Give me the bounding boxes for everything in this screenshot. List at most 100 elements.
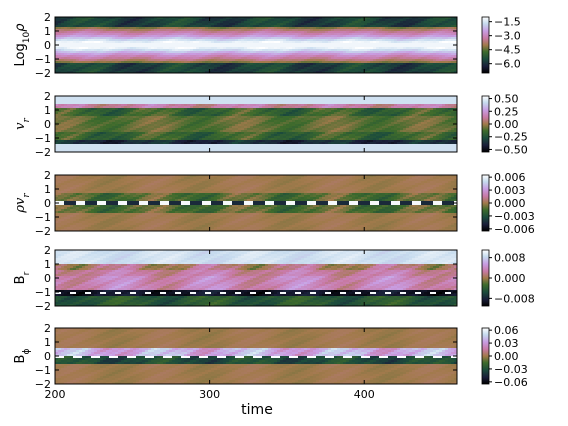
heatmap-cell xyxy=(88,23,92,26)
heatmap-cell xyxy=(199,47,203,50)
heatmap-cell xyxy=(328,65,332,68)
heatmap-cell xyxy=(61,37,65,40)
heatmap-cell xyxy=(349,63,353,66)
heatmap-cell xyxy=(139,69,143,72)
heatmap-cell xyxy=(121,61,125,64)
heatmap-cell xyxy=(64,45,68,48)
heatmap-cell xyxy=(184,55,188,58)
heatmap-cell xyxy=(79,41,83,44)
heatmap-cell xyxy=(175,33,179,36)
heatmap-cell xyxy=(172,21,176,24)
heatmap-cell xyxy=(259,31,263,34)
heatmap-cell xyxy=(307,25,311,28)
heatmap-cell xyxy=(145,39,149,42)
heatmap-cell xyxy=(79,65,83,68)
heatmap-cell xyxy=(253,45,257,48)
heatmap-cell xyxy=(346,31,350,34)
heatmap-cell xyxy=(316,55,320,58)
heatmap-cell xyxy=(292,19,296,22)
heatmap-cell xyxy=(244,51,248,54)
heatmap-cell xyxy=(340,71,344,74)
heatmap-cell xyxy=(130,17,134,20)
heatmap-cell xyxy=(232,51,236,54)
heatmap-cell xyxy=(238,41,242,44)
heatmap-cell xyxy=(244,65,248,68)
heatmap-cell xyxy=(202,37,206,40)
heatmap-cell xyxy=(97,39,101,42)
heatmap-cell xyxy=(184,39,188,42)
heatmap-cell xyxy=(205,59,209,62)
heatmap-cell xyxy=(100,45,104,48)
heatmap-cell xyxy=(175,21,179,24)
heatmap-cell xyxy=(127,27,131,30)
heatmap-cell xyxy=(217,47,221,50)
heatmap-cell xyxy=(103,17,107,20)
heatmap-cell xyxy=(226,41,230,44)
heatmap-cell xyxy=(325,65,329,68)
heatmap-cell xyxy=(223,27,227,30)
heatmap-cell xyxy=(271,45,275,48)
heatmap-cell xyxy=(343,39,347,42)
heatmap-cell xyxy=(337,25,341,28)
heatmap-cell xyxy=(64,61,68,64)
heatmap-cell xyxy=(283,67,287,70)
heatmap-cell xyxy=(157,61,161,64)
heatmap-cell xyxy=(118,29,122,32)
heatmap-cell xyxy=(166,29,170,32)
heatmap-cell xyxy=(232,21,236,24)
heatmap-cell xyxy=(265,59,269,62)
heatmap-cell xyxy=(286,69,290,72)
heatmap-cell xyxy=(331,69,335,72)
heatmap-cell xyxy=(340,51,344,54)
heatmap-cell xyxy=(352,59,356,62)
heatmap-cell xyxy=(361,27,365,30)
heatmap-cell xyxy=(181,57,185,60)
heatmap-cell xyxy=(229,33,233,36)
heatmap-cell xyxy=(358,57,362,60)
heatmap-cell xyxy=(136,19,140,22)
heatmap-cell xyxy=(127,61,131,64)
heatmap-cell xyxy=(115,69,119,72)
heatmap-cell xyxy=(205,43,209,46)
heatmap-cell xyxy=(124,45,128,48)
heatmap-cell xyxy=(355,25,359,28)
heatmap-cell xyxy=(322,69,326,72)
heatmap-cell xyxy=(145,61,149,64)
heatmap-cell xyxy=(358,43,362,46)
heatmap-cell xyxy=(277,29,281,32)
heatmap-cell xyxy=(205,23,209,26)
heatmap-cell xyxy=(253,69,257,72)
heatmap-cell xyxy=(139,43,143,46)
heatmap-cell xyxy=(238,67,242,70)
heatmap-cell xyxy=(58,47,62,50)
colorbar-tick-label: −3.0 xyxy=(494,30,521,43)
heatmap-cell xyxy=(277,49,281,52)
heatmap-cell xyxy=(175,37,179,40)
heatmap-cell xyxy=(187,51,191,54)
heatmap-cell xyxy=(205,39,209,42)
heatmap-cell xyxy=(145,47,149,50)
heatmap-cell xyxy=(67,63,71,66)
heatmap-cell xyxy=(220,59,224,62)
heatmap-cell xyxy=(58,63,62,66)
heatmap-cell xyxy=(106,39,110,42)
heatmap-cell xyxy=(205,69,209,72)
heatmap-cell xyxy=(352,33,356,36)
heatmap-cell xyxy=(316,29,320,32)
heatmap-cell xyxy=(364,25,368,28)
heatmap-cell xyxy=(193,57,197,60)
heatmap-cell xyxy=(76,43,80,46)
heatmap-cell xyxy=(58,69,62,72)
heatmap-cell xyxy=(316,51,320,54)
heatmap-cell xyxy=(196,29,200,32)
heatmap-cell xyxy=(70,55,74,58)
heatmap-cell xyxy=(310,51,314,54)
heatmap-cell xyxy=(235,31,239,34)
heatmap-cell xyxy=(178,39,182,42)
heatmap-cell xyxy=(163,27,167,30)
heatmap-cell xyxy=(319,21,323,24)
heatmap-cell xyxy=(127,29,131,32)
heatmap-cell xyxy=(256,31,260,34)
heatmap-cell xyxy=(130,67,134,70)
